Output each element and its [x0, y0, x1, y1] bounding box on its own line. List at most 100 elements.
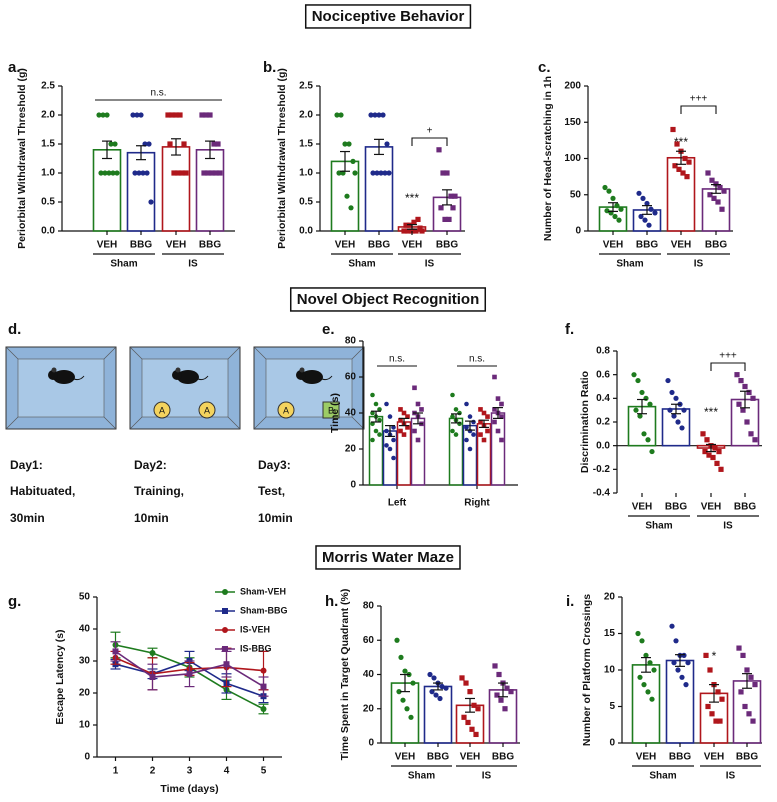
data-point [494, 692, 500, 698]
y-tick-label: 1.0 [41, 168, 55, 179]
data-point [211, 141, 217, 147]
data-point [114, 170, 120, 176]
y-tick-label: 20 [345, 444, 357, 455]
data-point [492, 407, 497, 412]
data-point [370, 421, 375, 427]
data-point [165, 112, 171, 118]
data-point [685, 660, 691, 666]
data-point [645, 689, 651, 695]
data-point [402, 668, 408, 674]
data-point [384, 141, 390, 147]
x-tick-label: VEH [166, 240, 187, 251]
data-point [398, 407, 403, 412]
group-label: IS [723, 521, 733, 532]
data-point [674, 141, 680, 147]
object-label: A [159, 405, 165, 415]
panel-label: a. [8, 59, 21, 76]
data-point [370, 392, 375, 398]
data-point [671, 413, 677, 419]
mouse-head [48, 370, 58, 380]
data-point [633, 407, 639, 413]
data-point [138, 112, 144, 118]
data-point [394, 637, 400, 643]
y-tick-label: 60 [345, 372, 357, 383]
heading-box [289, 287, 487, 312]
data-point [384, 401, 389, 407]
y-tick-label: 20 [363, 703, 375, 714]
data-point [492, 374, 497, 380]
x-tick-label: VEH [335, 240, 356, 251]
data-point [649, 696, 655, 702]
data-point [499, 437, 504, 443]
data-point [398, 428, 403, 434]
data-point [387, 414, 393, 419]
y-tick-label: 50 [79, 592, 91, 603]
mouse-ear [299, 367, 305, 373]
data-point [495, 428, 501, 434]
data-point [710, 454, 716, 461]
arena-edge [253, 346, 267, 360]
data-point [404, 706, 410, 712]
y-tick-label: 0.5 [41, 197, 55, 208]
data-point [450, 392, 455, 398]
data-point [616, 217, 622, 223]
object-circle [277, 401, 295, 419]
arena-edge [5, 346, 19, 360]
data-point [673, 638, 679, 644]
data-point [471, 432, 476, 437]
data-point [707, 667, 713, 673]
data-point [207, 112, 213, 118]
series-marker [223, 661, 230, 668]
data-point [384, 443, 389, 448]
x-tick-label: 5 [261, 766, 267, 777]
data-point [750, 718, 756, 724]
y-tick-label: 1.0 [299, 168, 313, 179]
data-point [334, 112, 340, 118]
data-point [495, 396, 501, 401]
data-point [440, 170, 446, 176]
data-point [112, 141, 118, 147]
data-point [740, 652, 746, 658]
data-point [680, 170, 686, 176]
arena-edge [5, 416, 19, 430]
data-point [646, 222, 652, 228]
day-caption: Habituated, [10, 484, 75, 498]
mouse-tail [197, 375, 209, 381]
data-point [419, 407, 424, 412]
x-tick-label: Right [464, 498, 490, 509]
mouse-body [301, 370, 323, 384]
data-point [676, 166, 682, 172]
data-point [467, 414, 473, 419]
data-point [499, 401, 504, 407]
data-point [669, 623, 675, 629]
data-point [635, 630, 641, 637]
legend-label: Sham-VEH [240, 586, 286, 596]
data-point [742, 383, 748, 390]
data-point [673, 395, 679, 401]
data-point [718, 466, 724, 472]
y-axis-title: Discrimination Ratio [579, 371, 591, 473]
data-point [681, 407, 687, 413]
data-point [647, 401, 653, 407]
arena-edge [227, 416, 241, 430]
data-point [713, 181, 719, 187]
data-point [377, 417, 382, 423]
data-point [450, 205, 456, 211]
x-tick-label: BBG [130, 240, 152, 251]
data-point [209, 170, 215, 176]
data-point [717, 184, 723, 191]
data-point [670, 126, 676, 133]
data-point [344, 193, 350, 199]
bar [448, 417, 464, 486]
data-point [746, 389, 752, 396]
data-point [734, 372, 740, 378]
data-point [719, 206, 725, 212]
data-point [709, 177, 715, 183]
mouse-head [172, 370, 182, 380]
data-point [711, 195, 717, 201]
group-label: Sham [616, 259, 643, 270]
object-square [322, 401, 340, 419]
data-point [386, 170, 392, 176]
data-point [713, 718, 719, 724]
data-point [417, 225, 423, 231]
